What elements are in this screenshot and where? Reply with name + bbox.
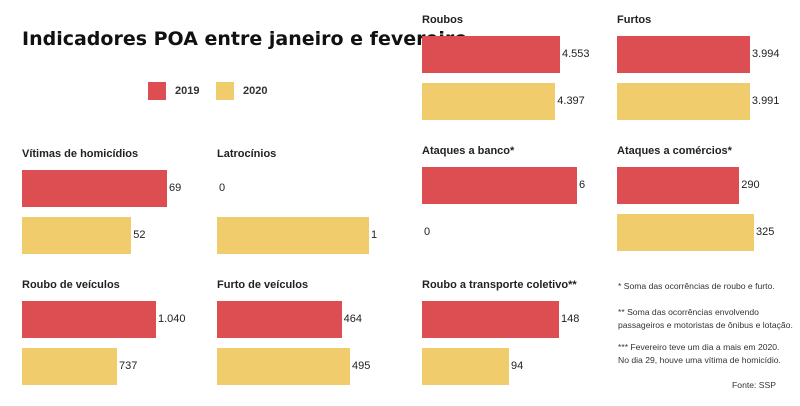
legend-swatch-2019 — [148, 82, 166, 100]
panel-title-roubos: Roubos — [422, 14, 463, 26]
bar-vitimas-de-homicidios-2020 — [22, 217, 132, 254]
value-label-latrocinios-2020: 1 — [371, 229, 378, 241]
value-label-roubo-a-transporte-coletivo-2019: 148 — [561, 313, 580, 325]
bar-furto-de-veiculos-2020 — [217, 348, 350, 385]
panel-title-furto-de-veiculos: Furto de veículos — [217, 279, 309, 291]
footnote-2-line-1: ** Soma das ocorrências envolvendo — [618, 307, 759, 317]
value-label-roubo-a-transporte-coletivo-2020: 94 — [511, 360, 524, 372]
bar-furtos-2019 — [617, 36, 750, 73]
bar-vitimas-de-homicidios-2019 — [22, 170, 167, 207]
panel-title-roubo-de-veiculos: Roubo de veículos — [22, 279, 120, 291]
bar-roubo-de-veiculos-2020 — [22, 348, 117, 385]
panel-title-ataques-a-banco: Ataques a banco* — [422, 145, 515, 157]
value-label-roubos-2020: 4.397 — [557, 95, 585, 107]
footnote-2: ** Soma das ocorrências envolvendo passa… — [618, 306, 793, 332]
bar-roubo-a-transporte-coletivo-2020 — [422, 348, 509, 385]
footnote-1-line-1: * Soma das ocorrências de roubo e furto. — [618, 281, 775, 291]
bar-ataques-a-comercios-2020 — [617, 214, 754, 251]
value-label-roubos-2019: 4.553 — [562, 48, 590, 60]
value-label-roubo-de-veiculos-2020: 737 — [118, 360, 138, 372]
value-label-ataques-a-banco-2019: 6 — [579, 179, 586, 191]
legend-item-2019: 2019 — [148, 82, 199, 100]
footnote-2-line-2: passageiros e motoristas de ônibus e lot… — [618, 320, 793, 330]
bar-roubo-a-transporte-coletivo-2019 — [422, 301, 559, 338]
value-label-latrocinios-2019: 0 — [219, 182, 226, 194]
legend-label-2020: 2020 — [243, 85, 268, 97]
panel-title-latrocinios: Latrocínios — [217, 148, 277, 160]
value-label-ataques-a-comercios-2020: 325 — [756, 226, 775, 238]
value-label-vitimas-de-homicidios-2020: 52 — [133, 229, 146, 241]
legend-item-2020: 2020 — [216, 82, 267, 100]
legend-swatch-2020 — [216, 82, 234, 100]
value-label-furtos-2019: 3.994 — [752, 48, 780, 60]
value-label-roubo-de-veiculos-2019: 1.040 — [158, 313, 186, 325]
value-label-ataques-a-comercios-2019: 290 — [741, 179, 760, 191]
bar-furtos-2020 — [617, 83, 750, 120]
bar-ataques-a-banco-2019 — [422, 167, 577, 204]
bar-furto-de-veiculos-2019 — [217, 301, 342, 338]
footnote-3-line-2: No dia 29, houve uma vítima de homicídio… — [618, 355, 781, 365]
legend-label-2019: 2019 — [175, 85, 200, 97]
value-label-furto-de-veiculos-2019: 464 — [343, 313, 363, 325]
footnote-1: * Soma das ocorrências de roubo e furto. — [618, 280, 775, 293]
panel-title-roubo-a-transporte-coletivo: Roubo a transporte coletivo** — [422, 279, 577, 291]
panel-title-ataques-a-comercios: Ataques a comércios* — [617, 145, 732, 157]
panel-title-furtos: Furtos — [617, 14, 652, 26]
bar-roubos-2020 — [422, 83, 556, 120]
value-label-ataques-a-banco-2020: 0 — [424, 226, 431, 238]
value-label-furtos-2020: 3.991 — [751, 95, 780, 107]
value-label-furto-de-veiculos-2020: 495 — [352, 360, 371, 372]
bar-roubo-de-veiculos-2019 — [22, 301, 156, 338]
bar-latrocinios-2020 — [217, 217, 369, 254]
value-label-vitimas-de-homicidios-2019: 69 — [169, 182, 182, 194]
footnote-3-line-1: *** Fevereiro teve um dia a mais em 2020… — [618, 342, 780, 352]
page-title: Indicadores POA entre janeiro e fevereir… — [22, 28, 468, 50]
footnote-3: *** Fevereiro teve um dia a mais em 2020… — [618, 341, 781, 367]
bar-ataques-a-comercios-2019 — [617, 167, 740, 204]
source-credit: Fonte: SSP — [732, 380, 776, 390]
bar-roubos-2019 — [422, 36, 560, 73]
panel-title-vitimas-de-homicidios: Vítimas de homicídios — [22, 148, 139, 160]
